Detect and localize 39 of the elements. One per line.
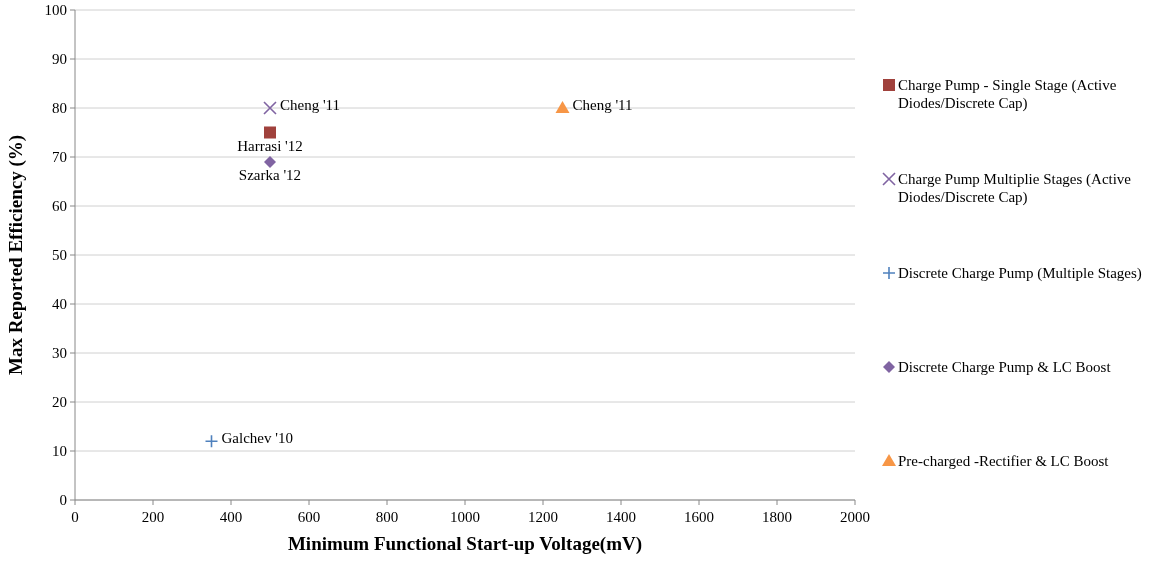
annotation: Galchev '10 bbox=[221, 429, 293, 446]
x-axis-title: Minimum Functional Start-up Voltage(mV) bbox=[287, 533, 643, 555]
legend-label: Charge Pump - Single Stage (Active Diodes/Discrete Cap) bbox=[898, 77, 1117, 113]
y-tick-label: 90 bbox=[52, 51, 67, 68]
point bbox=[264, 155, 276, 168]
x-tick-label: 600 bbox=[297, 509, 321, 525]
legend-label: Discrete Charge Pump & LC Boost bbox=[898, 359, 1112, 376]
x-tick-label: 800 bbox=[375, 509, 399, 525]
y-tick-label: 10 bbox=[52, 443, 67, 460]
x-tick-label: 1800 bbox=[762, 509, 792, 525]
annotation: Harrasi '12 bbox=[237, 137, 303, 154]
x-tick-label: 2000 bbox=[840, 509, 870, 525]
y-tick-label: 40 bbox=[52, 296, 67, 313]
annotation: Szarka '12 bbox=[238, 166, 302, 183]
x-tick-label: 200 bbox=[141, 509, 165, 525]
x-tick-label: 1400 bbox=[606, 509, 636, 525]
y-tick-label: 60 bbox=[52, 198, 67, 215]
point bbox=[263, 101, 277, 115]
annotation: Cheng '11 bbox=[572, 96, 633, 113]
point bbox=[264, 126, 276, 139]
annotation: Cheng '11 bbox=[280, 96, 341, 113]
legend-label: Charge Pump Multiplie Stages (Active Diodes/Discrete Cap) bbox=[898, 171, 1132, 207]
y-tick-label: 70 bbox=[52, 149, 67, 166]
y-tick-label: 20 bbox=[52, 394, 67, 411]
x-tick-label: 1000 bbox=[450, 509, 480, 525]
legend-label: Pre-charged -Rectifier & LC Boost bbox=[898, 453, 1110, 470]
y-axis-title: Max Reported Efficiency (%) bbox=[5, 134, 27, 376]
x-tick-label: 400 bbox=[219, 509, 243, 525]
x-tick-label: 0 bbox=[71, 509, 79, 525]
y-tick-label: 50 bbox=[52, 247, 67, 264]
point bbox=[555, 101, 570, 113]
y-tick-label: 100 bbox=[44, 2, 67, 19]
y-tick-label: 0 bbox=[59, 492, 67, 509]
y-tick-label: 30 bbox=[52, 345, 67, 362]
point bbox=[204, 434, 219, 448]
legend-label: Discrete Charge Pump (Multiple Stages) bbox=[898, 265, 1142, 283]
x-tick-label: 1600 bbox=[684, 509, 714, 525]
x-tick-label: 1200 bbox=[528, 509, 558, 525]
y-tick-label: 80 bbox=[52, 100, 67, 117]
